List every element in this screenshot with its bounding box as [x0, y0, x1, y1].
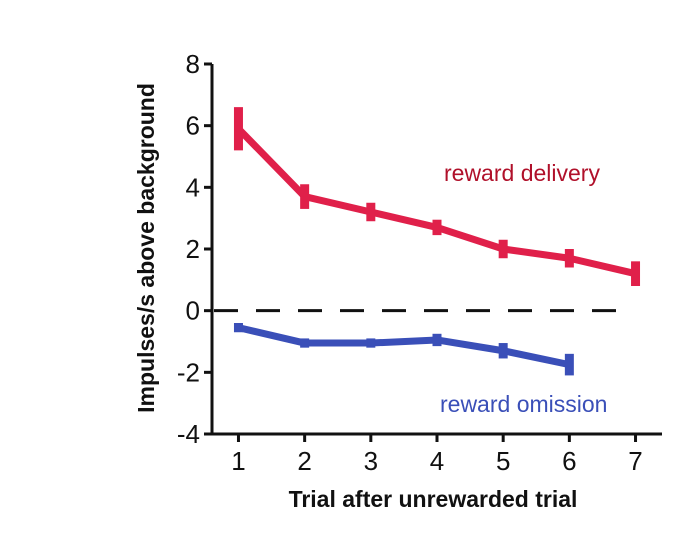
x-axis-title: Trial after unrewarded trial: [289, 486, 578, 512]
x-tick-label: 2: [297, 446, 311, 476]
series-label-reward-omission: reward omission: [440, 391, 607, 417]
series-layer: [233, 107, 641, 376]
x-tick-label: 6: [562, 446, 576, 476]
data-point: [367, 339, 375, 347]
x-ticks: 1 2 3 4 5 6 7: [231, 434, 643, 476]
data-point: [234, 125, 242, 133]
data-point: [301, 339, 309, 347]
y-tick-label: -4: [177, 419, 200, 449]
data-point: [499, 245, 507, 253]
series-line: [234, 125, 640, 278]
data-point: [433, 336, 441, 344]
y-tick-label: 0: [186, 296, 200, 326]
series-label-reward-delivery: reward delivery: [444, 160, 600, 186]
x-tick-label: 4: [430, 446, 444, 476]
y-tick-label: 2: [186, 234, 200, 264]
y-axis-title: Impulses/s above background: [133, 83, 159, 413]
y-tick-label: 4: [186, 172, 200, 202]
y-tick-label: 6: [186, 111, 200, 141]
y-tick-label: -2: [177, 357, 200, 387]
data-point: [301, 193, 309, 201]
y-ticks: 8 6 4 2 0 -2 -4: [177, 49, 212, 449]
data-point: [632, 270, 640, 278]
data-point: [433, 223, 441, 231]
series-line: [234, 324, 573, 369]
data-point: [367, 208, 375, 216]
y-tick-label: 8: [186, 49, 200, 79]
data-point: [565, 361, 573, 369]
data-point: [565, 254, 573, 262]
x-tick-label: 3: [364, 446, 378, 476]
x-tick-label: 1: [231, 446, 245, 476]
series-reward-delivery: [233, 107, 641, 286]
x-tick-label: 7: [628, 446, 642, 476]
data-point: [499, 347, 507, 355]
axes: 8 6 4 2 0 -2 -4 1 2 3 4 5 6 7: [177, 49, 662, 476]
series-reward-omission: [233, 323, 574, 376]
data-point: [234, 324, 242, 332]
x-tick-label: 5: [496, 446, 510, 476]
